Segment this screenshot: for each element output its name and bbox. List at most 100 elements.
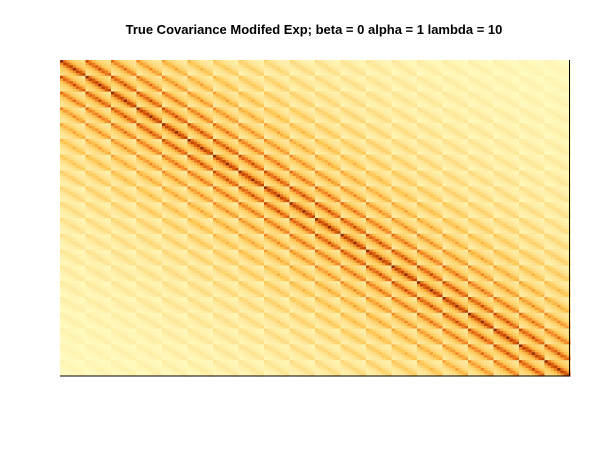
heatmap-cell [474,88,479,93]
heatmap-cell [279,73,284,77]
heatmap-cell [158,60,163,64]
heatmap-cell [139,81,144,85]
heatmap-cell [388,91,393,95]
heatmap-cell [375,102,380,106]
heatmap-cell [85,67,90,72]
heatmap-cell [279,75,284,80]
heatmap-cell [420,78,424,82]
heatmap-cell [557,75,562,80]
heatmap-cell [496,83,501,87]
heatmap-cell [394,88,399,93]
heatmap-cell [203,91,208,95]
heatmap-cell [139,91,144,95]
heatmap-cell [388,81,393,85]
heatmap-cell [203,99,208,103]
heatmap-cell [193,60,198,64]
heatmap-cell [257,94,262,98]
heatmap-cell [350,104,354,108]
heatmap-cell [378,73,383,77]
heatmap-cell [525,81,530,85]
heatmap-cell [111,60,115,64]
heatmap-cell [209,65,214,69]
heatmap-cell [152,94,157,98]
heatmap-cell [181,102,185,106]
heatmap-cell [295,83,300,87]
heatmap-cell [155,60,160,64]
heatmap-cell [91,104,96,108]
heatmap-cell [302,65,307,69]
heatmap-cell [350,62,354,66]
heatmap-cell [401,65,405,69]
heatmap-cell [228,83,233,87]
heatmap-cell [324,62,329,66]
heatmap-cell [356,88,361,93]
heatmap-cell [111,67,115,72]
heatmap-cell [509,60,514,64]
heatmap-cell [445,83,450,87]
heatmap-cell [477,60,482,64]
heatmap-cell [82,102,87,106]
heatmap-cell [101,73,106,77]
heatmap-cell [222,88,227,93]
heatmap-cell [219,67,224,72]
heatmap-cell [407,73,412,77]
heatmap-cell [206,60,211,64]
heatmap-cell [123,81,128,85]
heatmap-cell [197,81,201,85]
heatmap-cell [107,70,112,74]
heatmap-cell [554,75,558,80]
heatmap-cell [88,75,93,80]
heatmap-cell [299,81,303,85]
heatmap-cell [213,83,217,87]
heatmap-cell [216,65,220,69]
heatmap-cell [216,83,220,87]
heatmap-cell [79,65,83,69]
heatmap-cell [193,67,198,72]
heatmap-cell [289,75,294,80]
heatmap-cell [340,96,345,101]
heatmap-cell [174,70,179,74]
heatmap-cell [480,81,485,85]
heatmap-cell [193,99,198,103]
heatmap-cell [117,91,122,95]
heatmap-cell [190,62,195,66]
heatmap-cell [267,75,271,80]
heatmap-cell [136,104,141,108]
heatmap-cell [464,78,469,82]
heatmap-cell [417,88,421,93]
heatmap-cell [257,91,262,95]
heatmap-cell [334,102,338,106]
heatmap-cell [512,88,517,93]
heatmap-cell [101,83,106,87]
heatmap-cell [142,75,147,80]
heatmap-cell [203,67,208,72]
heatmap-cell [225,94,230,98]
heatmap-cell [426,70,431,74]
heatmap-cell [283,102,287,106]
heatmap-cell [305,75,310,80]
heatmap-cell [353,70,358,74]
heatmap-cell [299,78,303,82]
heatmap-cell [241,60,246,64]
heatmap-cell [321,81,326,85]
heatmap-cell [458,60,463,64]
heatmap-cell [95,94,99,98]
heatmap-cell [448,70,453,74]
heatmap-cell [557,73,562,77]
heatmap-cell [327,75,332,80]
heatmap-cell [136,70,141,74]
heatmap-cell [254,91,259,95]
heatmap-cell [117,78,122,82]
heatmap-cell [330,81,335,85]
heatmap-cell [193,104,198,108]
heatmap-cell [321,60,326,64]
heatmap-cell [158,96,163,101]
heatmap-cell [337,88,342,93]
heatmap-cell [346,83,351,87]
heatmap-cell [219,60,224,64]
heatmap-cell [534,70,539,74]
heatmap-cell [350,73,354,77]
heatmap-cell [232,75,236,80]
heatmap-cell [222,99,227,103]
heatmap-cell [487,73,491,77]
